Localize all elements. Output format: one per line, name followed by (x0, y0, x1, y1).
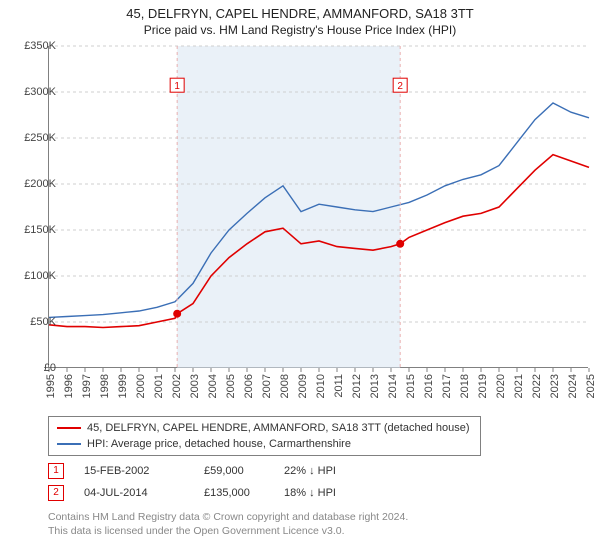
x-tick-label: 2014 (387, 374, 399, 398)
y-tick-label: £100K (24, 270, 56, 282)
y-tick-label: £350K (24, 40, 56, 52)
x-tick-label: 2007 (261, 374, 273, 398)
plot-svg: 12 (49, 46, 589, 368)
x-tick-label: 2006 (243, 374, 255, 398)
y-tick-label: £0 (44, 362, 56, 374)
y-tick-label: £200K (24, 178, 56, 190)
event-marker-2: 2 (48, 485, 64, 501)
x-tick-label: 2004 (207, 374, 219, 398)
x-tick-label: 2013 (369, 374, 381, 398)
x-tick-label: 2022 (531, 374, 543, 398)
title-area: 45, DELFRYN, CAPEL HENDRE, AMMANFORD, SA… (0, 0, 600, 37)
event-price-2: £135,000 (204, 487, 284, 499)
x-tick-label: 2023 (549, 374, 561, 398)
legend-swatch-1 (57, 443, 81, 445)
footer: Contains HM Land Registry data © Crown c… (48, 510, 408, 538)
svg-text:2: 2 (397, 81, 403, 92)
x-tick-label: 2010 (315, 374, 327, 398)
x-tick-label: 1995 (45, 374, 57, 398)
legend-swatch-0 (57, 427, 81, 429)
x-tick-label: 2005 (225, 374, 237, 398)
x-tick-label: 2011 (333, 374, 345, 398)
x-tick-label: 2025 (585, 374, 597, 398)
legend: 45, DELFRYN, CAPEL HENDRE, AMMANFORD, SA… (48, 416, 481, 456)
legend-label-0: 45, DELFRYN, CAPEL HENDRE, AMMANFORD, SA… (87, 422, 470, 434)
figure-root: 45, DELFRYN, CAPEL HENDRE, AMMANFORD, SA… (0, 0, 600, 560)
y-tick-label: £250K (24, 132, 56, 144)
x-tick-label: 2002 (171, 374, 183, 398)
x-tick-label: 1996 (63, 374, 75, 398)
x-tick-label: 2009 (297, 374, 309, 398)
legend-item-0: 45, DELFRYN, CAPEL HENDRE, AMMANFORD, SA… (57, 420, 470, 436)
footer-line2: This data is licensed under the Open Gov… (48, 524, 408, 538)
y-tick-label: £50K (30, 316, 56, 328)
svg-text:1: 1 (174, 81, 180, 92)
x-tick-label: 2008 (279, 374, 291, 398)
x-tick-label: 2015 (405, 374, 417, 398)
title-line1: 45, DELFRYN, CAPEL HENDRE, AMMANFORD, SA… (0, 6, 600, 21)
x-tick-label: 2019 (477, 374, 489, 398)
x-tick-label: 2012 (351, 374, 363, 398)
x-tick-label: 2024 (567, 374, 579, 398)
x-tick-label: 2018 (459, 374, 471, 398)
event-delta-1: 22% ↓ HPI (284, 465, 384, 477)
legend-label-1: HPI: Average price, detached house, Carm… (87, 438, 351, 450)
title-line2: Price paid vs. HM Land Registry's House … (0, 23, 600, 37)
y-tick-label: £150K (24, 224, 56, 236)
x-tick-label: 2000 (135, 374, 147, 398)
event-table: 1 15-FEB-2002 £59,000 22% ↓ HPI 2 04-JUL… (48, 460, 384, 504)
x-tick-label: 1997 (81, 374, 93, 398)
legend-item-1: HPI: Average price, detached house, Carm… (57, 436, 470, 452)
x-tick-label: 2017 (441, 374, 453, 398)
plot-area: 12 (48, 46, 588, 368)
event-marker-1: 1 (48, 463, 64, 479)
event-price-1: £59,000 (204, 465, 284, 477)
x-tick-label: 2001 (153, 374, 165, 398)
x-tick-label: 1999 (117, 374, 129, 398)
x-tick-label: 2016 (423, 374, 435, 398)
x-tick-label: 1998 (99, 374, 111, 398)
event-date-2: 04-JUL-2014 (84, 487, 204, 499)
x-tick-label: 2003 (189, 374, 201, 398)
y-tick-label: £300K (24, 86, 56, 98)
footer-line1: Contains HM Land Registry data © Crown c… (48, 510, 408, 524)
event-delta-2: 18% ↓ HPI (284, 487, 384, 499)
x-tick-label: 2021 (513, 374, 525, 398)
event-row-2: 2 04-JUL-2014 £135,000 18% ↓ HPI (48, 482, 384, 504)
event-row-1: 1 15-FEB-2002 £59,000 22% ↓ HPI (48, 460, 384, 482)
x-tick-label: 2020 (495, 374, 507, 398)
event-date-1: 15-FEB-2002 (84, 465, 204, 477)
